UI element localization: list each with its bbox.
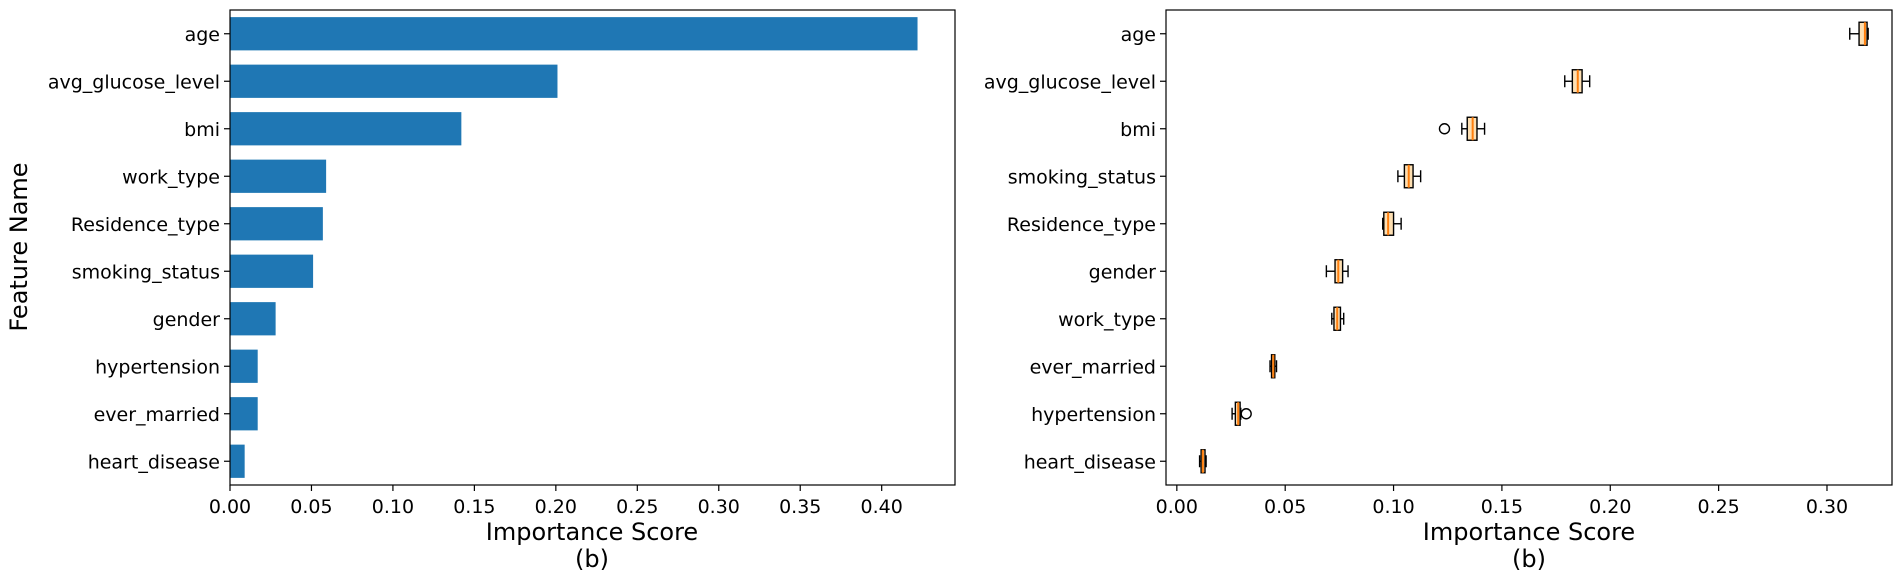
box-heart_disease bbox=[1198, 449, 1207, 474]
y-tick-label-heart_disease: heart_disease bbox=[88, 451, 220, 473]
bar-avg_glucose_level bbox=[230, 64, 558, 98]
y-tick-label-work_type: work_type bbox=[122, 166, 220, 188]
y-tick-label-hypertension: hypertension bbox=[95, 356, 220, 378]
y-tick-label-smoking_status: smoking_status bbox=[1008, 166, 1156, 188]
box-Residence_type bbox=[1382, 211, 1402, 236]
bar-heart_disease bbox=[230, 444, 245, 478]
bar-hypertension bbox=[230, 349, 258, 383]
bar-ever_married bbox=[230, 397, 258, 431]
bar-work_type bbox=[230, 159, 327, 193]
box-age bbox=[1849, 21, 1869, 46]
box-bmi bbox=[1438, 116, 1486, 141]
box-ever_married bbox=[1269, 354, 1278, 379]
box-smoking_status bbox=[1397, 164, 1422, 189]
y-tick-label-hypertension: hypertension bbox=[1031, 404, 1156, 426]
x-tick-labels-right: 0.00 0.05 0.10 0.15 0.20 0.25 0.30 bbox=[1156, 485, 1848, 518]
y-tick-label-bmi: bmi bbox=[184, 119, 220, 141]
caption-right: (b) bbox=[1512, 545, 1546, 573]
box-gender bbox=[1325, 259, 1349, 284]
y-tick-label-gender: gender bbox=[153, 309, 221, 331]
x-tick-label: 0.15 bbox=[1481, 496, 1523, 518]
box-work_type bbox=[1331, 306, 1345, 331]
y-tick-label-avg_glucose_level: avg_glucose_level bbox=[48, 71, 220, 93]
caption-left: (b) bbox=[575, 545, 609, 573]
x-axis-label-right: Importance Score bbox=[1423, 518, 1635, 546]
bar-Residence_type bbox=[230, 207, 323, 241]
outlier-point bbox=[1438, 123, 1451, 135]
y-axis-label-left: Feature Name bbox=[5, 162, 33, 331]
y-tick-label-age: age bbox=[185, 24, 220, 46]
y-tick-label-avg_glucose_level: avg_glucose_level bbox=[984, 71, 1156, 93]
x-tick-label: 0.35 bbox=[779, 496, 821, 518]
x-tick-label: 0.40 bbox=[861, 496, 903, 518]
box-avg_glucose_level bbox=[1564, 69, 1591, 94]
x-tick-label: 0.15 bbox=[453, 496, 495, 518]
x-tick-label: 0.20 bbox=[535, 496, 577, 518]
box-hypertension bbox=[1231, 401, 1252, 426]
bar-smoking_status bbox=[230, 254, 314, 288]
y-tick-label-ever_married: ever_married bbox=[94, 404, 220, 426]
x-tick-label: 0.20 bbox=[1589, 496, 1631, 518]
box-iqr bbox=[1858, 21, 1868, 46]
plot-frame-left bbox=[229, 9, 956, 486]
y-tick-label-gender: gender bbox=[1089, 261, 1157, 283]
bar-marks bbox=[230, 17, 918, 478]
plot-frame-right bbox=[1165, 9, 1893, 486]
x-tick-label: 0.05 bbox=[1264, 496, 1306, 518]
x-tick-label: 0.30 bbox=[698, 496, 740, 518]
y-tick-label-Residence_type: Residence_type bbox=[1007, 214, 1156, 236]
box-marks bbox=[1198, 21, 1869, 474]
x-tick-label: 0.00 bbox=[209, 496, 251, 518]
y-tick-label-age: age bbox=[1121, 24, 1156, 46]
x-tick-label: 0.10 bbox=[372, 496, 414, 518]
outlier-point bbox=[1240, 408, 1252, 420]
y-tick-label-heart_disease: heart_disease bbox=[1024, 451, 1156, 473]
x-tick-label: 0.10 bbox=[1372, 496, 1414, 518]
y-tick-label-bmi: bmi bbox=[1120, 119, 1156, 141]
x-tick-labels-left: 0.00 0.05 0.10 0.15 0.20 0.25 0.30 0.35 0.40 bbox=[209, 485, 903, 518]
y-tick-label-work_type: work_type bbox=[1058, 309, 1156, 331]
bar-gender bbox=[230, 302, 276, 336]
bar-bmi bbox=[230, 112, 462, 146]
x-tick-label: 0.05 bbox=[290, 496, 332, 518]
bar-age bbox=[230, 17, 918, 51]
x-tick-label: 0.25 bbox=[616, 496, 658, 518]
y-tick-label-Residence_type: Residence_type bbox=[71, 214, 220, 236]
x-tick-label: 0.00 bbox=[1156, 496, 1198, 518]
x-tick-label: 0.30 bbox=[1806, 496, 1848, 518]
y-tick-label-ever_married: ever_married bbox=[1030, 356, 1156, 378]
y-tick-label-smoking_status: smoking_status bbox=[72, 261, 220, 283]
x-tick-label: 0.25 bbox=[1697, 496, 1739, 518]
x-axis-label-left: Importance Score bbox=[486, 518, 698, 546]
